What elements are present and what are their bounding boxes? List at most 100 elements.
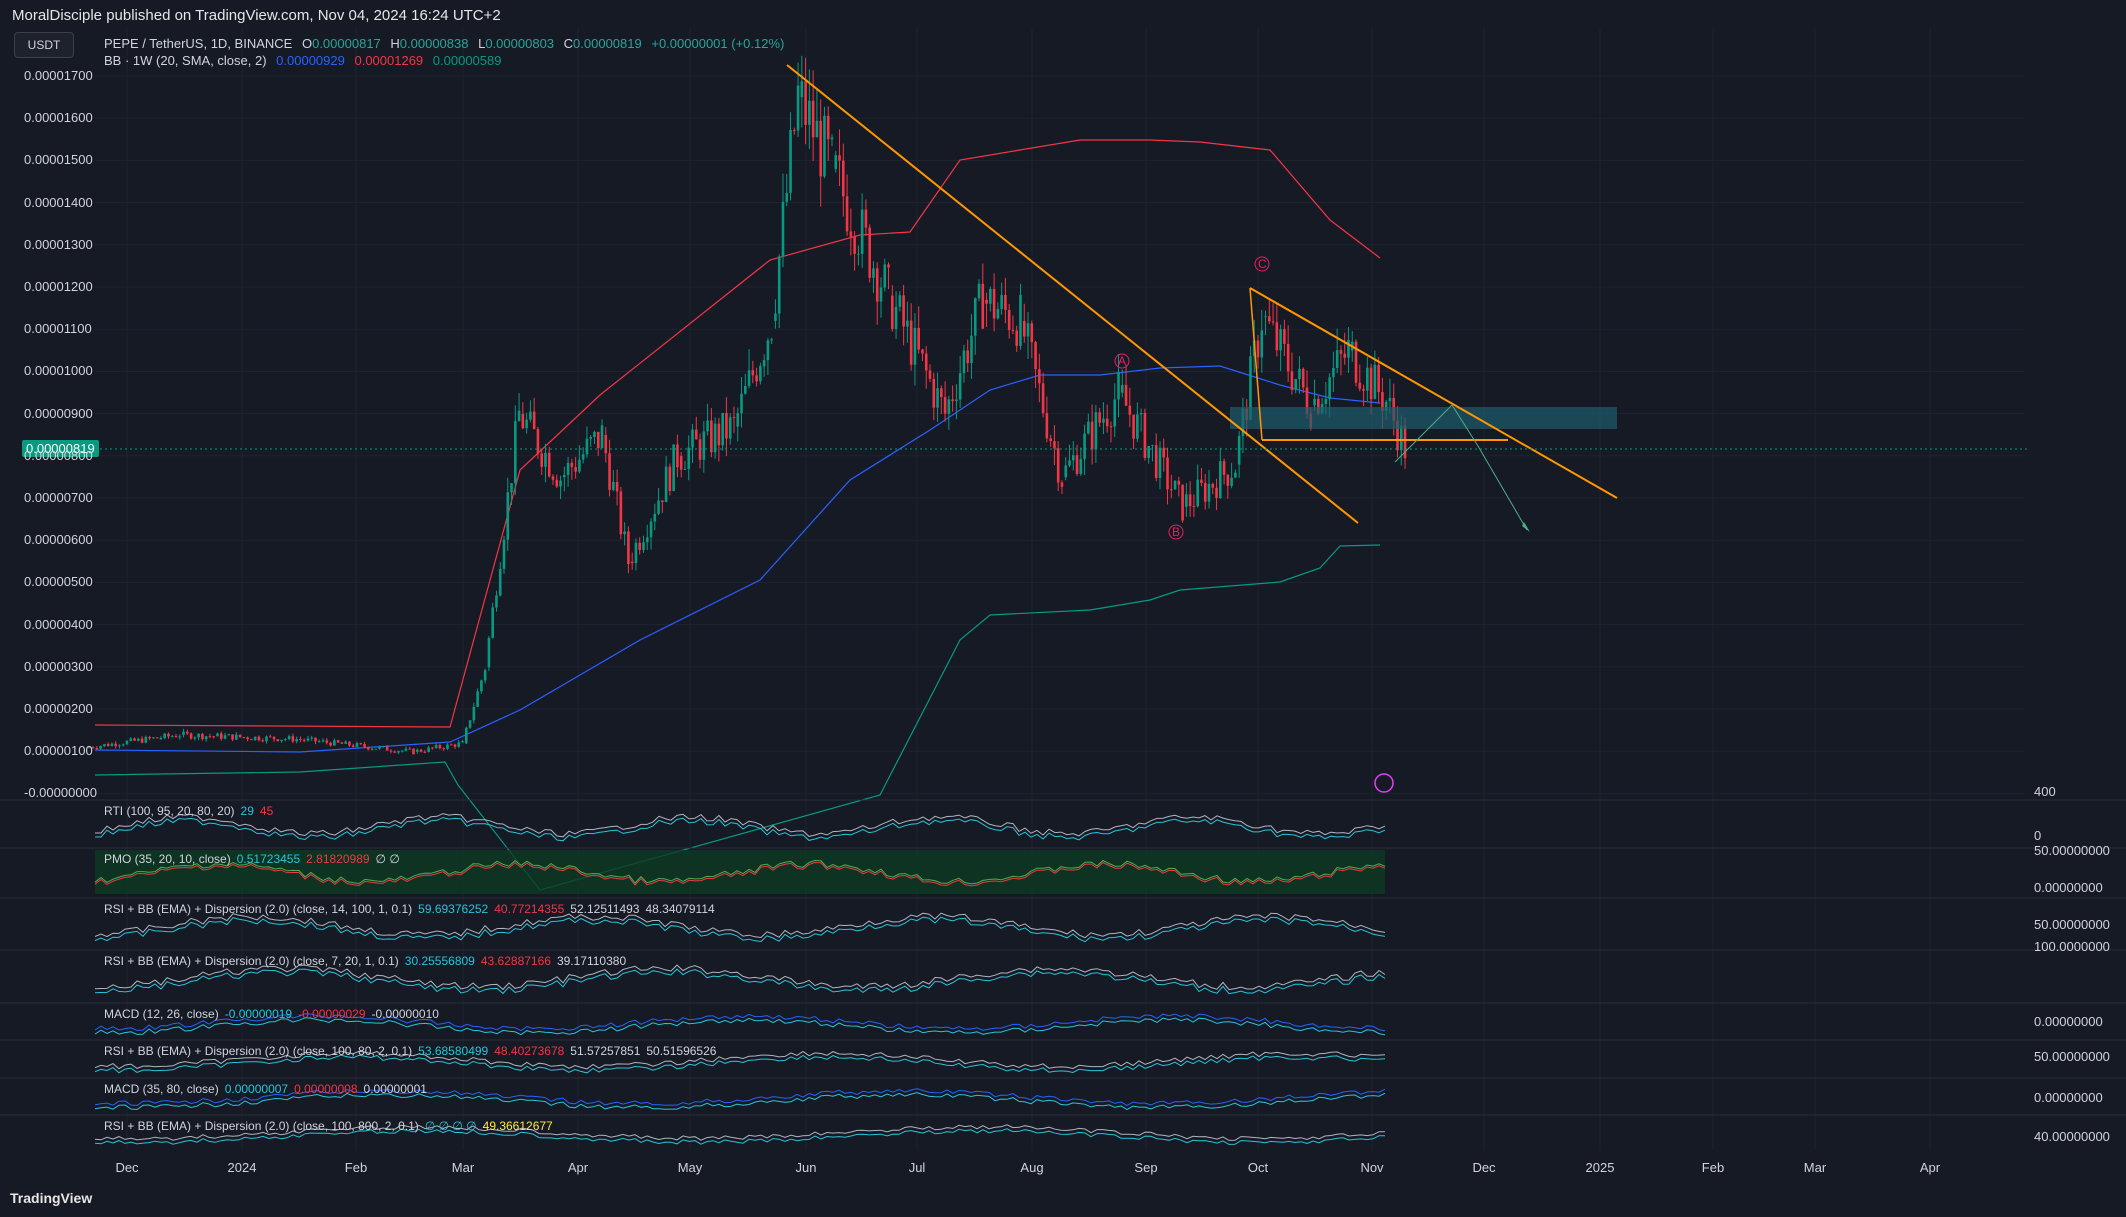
candle-body [596, 431, 600, 449]
candle-body [1004, 294, 1007, 311]
candle-body [514, 421, 517, 484]
x-tick-label: Feb [344, 1160, 368, 1175]
candle-body [1000, 294, 1003, 310]
candle-body [103, 744, 106, 747]
candle-body [1124, 384, 1128, 406]
candle-body [397, 751, 400, 753]
y-tick-label: 0.00001100 [24, 321, 92, 337]
candle-body [653, 513, 657, 522]
x-tick-label: Nov [1360, 1160, 1384, 1175]
candle-body [710, 420, 713, 453]
candle-body [1169, 489, 1173, 491]
candle-body [864, 209, 868, 228]
candle-body [250, 739, 253, 741]
candle-body [868, 227, 871, 278]
candle-body [366, 746, 370, 750]
candle-body [434, 745, 438, 748]
candle-body [295, 739, 298, 742]
candle-body [351, 745, 355, 747]
candle-body [495, 595, 498, 608]
tradingview-logo[interactable]: TradingView [10, 1190, 93, 1206]
candle-body [1237, 435, 1241, 465]
candle-body [800, 81, 804, 98]
candle-body [638, 542, 642, 550]
candle-body [1305, 387, 1309, 414]
candle-body [1203, 482, 1207, 502]
candle-body [977, 283, 981, 299]
candle-body [201, 733, 204, 740]
candle-body [231, 734, 234, 740]
candle-body [1064, 465, 1068, 478]
candle-body [159, 738, 163, 740]
candle-body [1339, 350, 1343, 354]
indicator-legend: PMO (35, 20, 10, close) 0.51723455 2.81820… [104, 852, 400, 866]
x-tick-label: Dec [1472, 1160, 1496, 1175]
x-tick-label: Jun [795, 1160, 817, 1175]
y-tick-label: -0.00000000 [24, 785, 98, 801]
candle-body [133, 738, 136, 741]
candle-body [186, 731, 189, 734]
candle-body [208, 736, 212, 738]
candle-body [348, 741, 351, 746]
candle-body [438, 745, 442, 749]
candle-body [1268, 316, 1271, 322]
candle-body [600, 425, 604, 449]
candle-body [563, 474, 566, 478]
chart-canvas[interactable]: A B C [0, 28, 2126, 1178]
candle-body [88, 747, 91, 749]
current-price-tag: 0.00000819 [22, 440, 99, 457]
candle-body [1249, 356, 1252, 420]
candle-body [1022, 320, 1026, 337]
candle-body [668, 466, 672, 491]
candle-body [581, 454, 585, 460]
candle-body [826, 115, 830, 140]
projection-path [1394, 404, 1528, 531]
resistance-zone [1230, 407, 1617, 429]
indicator-line [94, 861, 1386, 887]
candle-body [1068, 460, 1071, 466]
candle-body [95, 748, 99, 750]
candle-body [781, 201, 785, 257]
pane-scale-label: 0.00000000 [2034, 1014, 2103, 1029]
indicator-line [95, 817, 1386, 842]
y-tick-label: 0.00000400 [24, 616, 93, 632]
y-tick-label: 0.00000900 [24, 405, 93, 421]
wave-label-b: B [1168, 524, 1184, 540]
candle-body [845, 196, 849, 232]
candle-body [178, 736, 182, 738]
y-tick-label: 0.00001200 [24, 279, 93, 294]
y-tick-label: 0.00000800 [24, 447, 93, 463]
pane-scale-label: 0 [2034, 828, 2042, 843]
pane-scale-label: 50.00000000 [2034, 1049, 2110, 1064]
price-candles [88, 55, 1407, 755]
x-tick-label: Aug [1020, 1160, 1044, 1175]
candle-body [212, 736, 216, 738]
candle-body [1026, 323, 1030, 337]
candle-body [137, 738, 140, 741]
y-tick-label: 0.00000500 [24, 574, 93, 590]
y-tick-label: 0.00000200 [24, 701, 93, 716]
candle-body [857, 253, 860, 255]
candle-body [532, 411, 536, 430]
candle-body [973, 298, 977, 336]
candle-body [423, 751, 427, 753]
candle-body [1128, 405, 1132, 415]
candle-body [544, 452, 547, 467]
candle-body [1151, 445, 1154, 447]
candle-body [842, 160, 845, 197]
candle-body [506, 492, 510, 540]
candle-body [1154, 445, 1158, 479]
candle-body [1324, 398, 1328, 405]
candle-body [502, 539, 506, 569]
candle-body [170, 736, 174, 738]
candle-body [268, 736, 272, 738]
candle-body [1335, 350, 1339, 368]
candle-body [378, 746, 381, 749]
candle-body [642, 542, 645, 550]
y-tick-label: 0.00001000 [24, 363, 93, 379]
x-tick-label: Apr [567, 1160, 589, 1175]
candle-body [193, 737, 197, 739]
candle-body [1298, 368, 1301, 380]
currency-button[interactable]: USDT [14, 32, 74, 58]
candle-body [140, 738, 144, 743]
